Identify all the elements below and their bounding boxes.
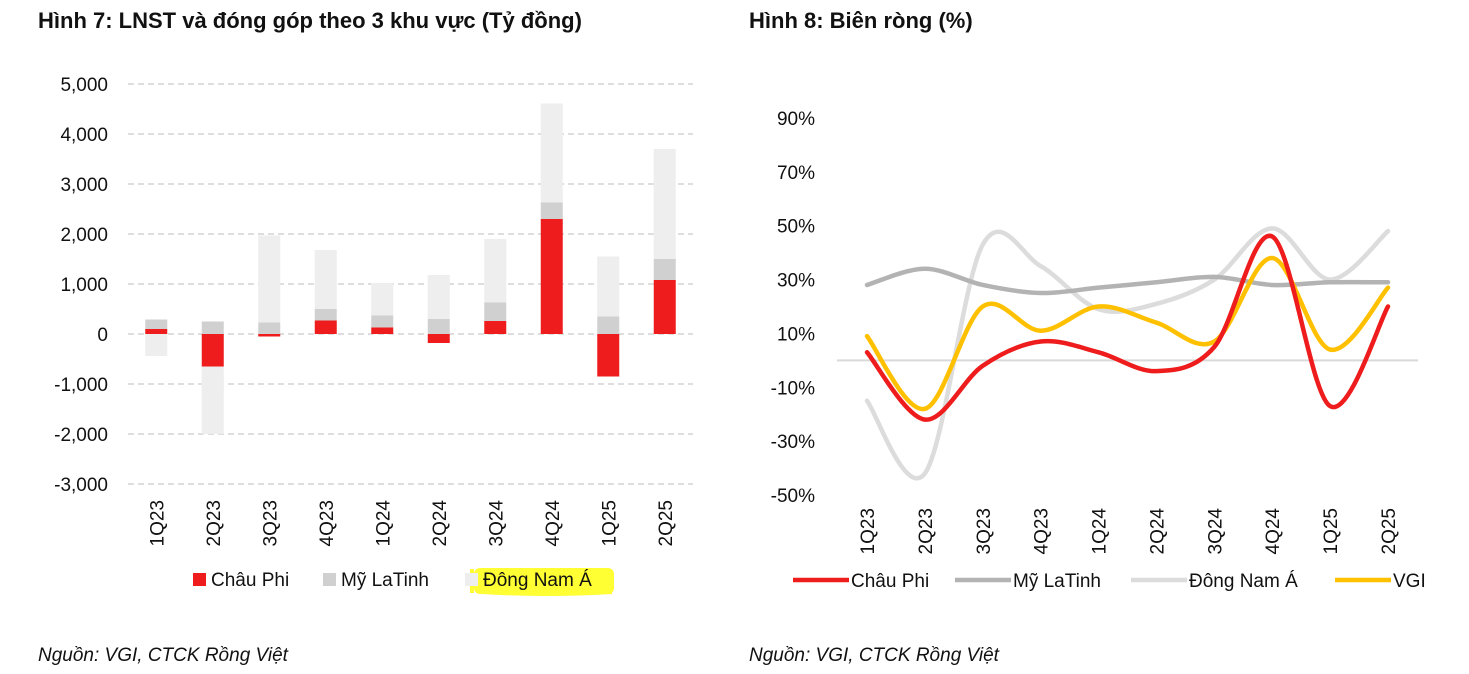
bar-segment (427, 275, 450, 319)
y-tick-label: 3,000 (60, 175, 108, 196)
x-tick-label: 4Q24 (1263, 508, 1284, 555)
y-tick-label: -3,000 (54, 475, 108, 496)
legend-label: Châu Phi (851, 571, 929, 592)
chart-right-source: Nguồn: VGI, CTCK Rồng Việt (749, 645, 999, 666)
bar-segment (597, 256, 620, 317)
bar-segment (653, 149, 676, 259)
bar-segment (484, 302, 507, 321)
y-tick-label: 2,000 (60, 225, 108, 246)
x-tick-label: 1Q24 (1090, 508, 1111, 555)
stacked-bar-chart: 5,000 4,000 3,000 2,000 1,000 0 -1,000 -2,000 -3… (54, 75, 693, 596)
series-line (864, 255, 1391, 412)
bar-segment (314, 250, 337, 309)
bar-segment (145, 329, 168, 334)
bar-segment (145, 334, 168, 356)
bar-segment (201, 334, 224, 367)
x-tick-label: 4Q24 (543, 500, 564, 547)
x-tick-label: 4Q23 (1032, 508, 1053, 554)
x-tick-label: 3Q24 (486, 500, 507, 547)
bar-segment (540, 219, 563, 334)
bar-segment (540, 103, 563, 203)
x-tick-label: 1Q23 (147, 500, 168, 546)
bar-segment (484, 239, 507, 303)
y-tick-label: -1,000 (54, 375, 108, 396)
y-tick-label: 90% (777, 109, 815, 130)
x-tick-label: 2Q25 (1379, 508, 1400, 554)
chart-left-source: Nguồn: VGI, CTCK Rồng Việt (38, 645, 288, 666)
x-tick-label: 2Q24 (430, 500, 451, 547)
y-tick-label: -10% (771, 378, 815, 399)
x-tick-label: 4Q23 (317, 500, 338, 546)
x-tick-label: 1Q23 (858, 508, 879, 554)
x-tick-label: 2Q25 (656, 500, 677, 546)
bar-segment (653, 259, 676, 280)
y-tick-label: 10% (777, 324, 815, 345)
bar-segment (314, 309, 337, 321)
legend-highlight-band (474, 568, 614, 594)
bar-segment (201, 366, 224, 434)
y-tick-label: 0 (97, 325, 108, 346)
chart-left-title: Hình 7: LNST và đóng góp theo 3 khu vực … (38, 8, 582, 33)
series-line (864, 226, 1391, 481)
legend-label: VGI (1393, 571, 1426, 592)
legend-swatch (323, 573, 336, 586)
y-tick-label: -2,000 (54, 425, 108, 446)
y-tick-label: -50% (771, 486, 815, 507)
series-line (864, 266, 1391, 296)
bar-segment (597, 316, 620, 334)
y-tick-label: 1,000 (60, 275, 108, 296)
bar-segment (427, 334, 450, 343)
legend-label: Mỹ LaTinh (341, 570, 429, 591)
x-tick-label: 2Q23 (204, 500, 225, 546)
bar-segment (540, 202, 563, 219)
y-tick-label: 50% (777, 217, 815, 238)
y-tick-label: 4,000 (60, 125, 108, 146)
legend-swatch (193, 573, 206, 586)
bar-segment (371, 327, 394, 334)
legend-label: Đông Nam Á (1189, 571, 1298, 592)
y-tick-label: 5,000 (60, 75, 108, 96)
x-tick-label: 2Q24 (1147, 508, 1168, 555)
bar-segment (371, 283, 394, 316)
bar-segment (258, 334, 281, 337)
x-tick-label: 3Q24 (1205, 508, 1226, 555)
x-tick-label: 3Q23 (260, 500, 281, 546)
bar-segment (371, 315, 394, 328)
series-line (864, 233, 1391, 422)
x-tick-label: 2Q23 (916, 508, 937, 554)
legend-label: Châu Phi (211, 570, 289, 591)
x-tick-label: 1Q24 (373, 500, 394, 547)
bar-segment (314, 320, 337, 334)
y-tick-label: 70% (777, 163, 815, 184)
legend-label: Đông Nam Á (483, 570, 592, 591)
bar-segment (484, 321, 507, 334)
bar-segment (653, 280, 676, 334)
y-tick-label: 30% (777, 271, 815, 292)
bar-segment (145, 319, 168, 329)
x-tick-label: 1Q25 (599, 500, 620, 546)
legend-swatch (465, 573, 478, 586)
bar-segment (258, 322, 281, 334)
bar-segment (427, 319, 450, 334)
y-tick-label: -30% (771, 432, 815, 453)
bar-segment (258, 235, 281, 323)
bar-segment (201, 321, 224, 334)
bar-segment (597, 334, 620, 377)
legend-label: Mỹ LaTinh (1013, 571, 1101, 592)
chart-right-title: Hình 8: Biên ròng (%) (749, 8, 973, 33)
x-tick-label: 3Q23 (974, 508, 995, 554)
x-tick-label: 1Q25 (1321, 508, 1342, 554)
